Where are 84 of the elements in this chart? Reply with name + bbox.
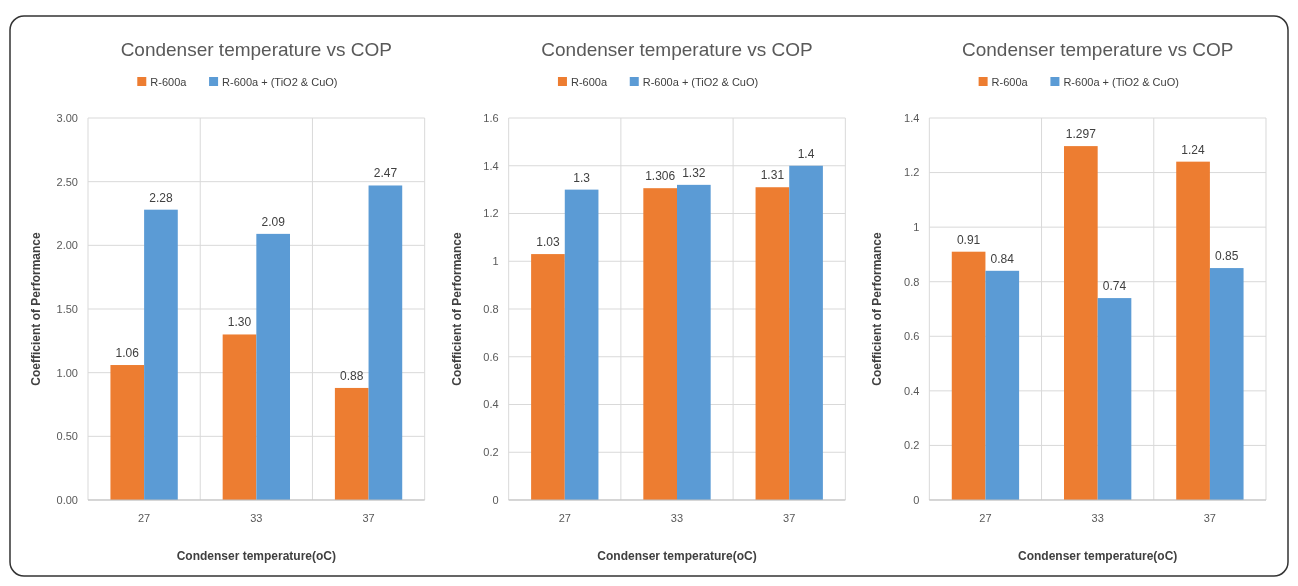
y-tick-label: 1.50 (56, 302, 78, 315)
data-label: 2.47 (373, 166, 398, 181)
x-tick-label: 37 (1203, 512, 1217, 524)
bar (1209, 268, 1244, 500)
data-label: 1.3 (573, 170, 591, 185)
data-label: 0.84 (990, 251, 1015, 266)
legend-label: R-600a + (TiO2 & CuO) (1063, 76, 1179, 88)
y-axis-title: Coefficient of Performance (29, 232, 43, 386)
data-label: 1.24 (1181, 142, 1206, 157)
legend-label: R-600a (991, 76, 1029, 88)
bar (144, 209, 178, 500)
data-label: 0.88 (340, 368, 364, 383)
bar (755, 187, 790, 500)
y-tick-label: 0.4 (483, 398, 499, 411)
y-tick-label: 0.00 (56, 493, 78, 506)
data-label: 1.297 (1065, 127, 1097, 142)
bar (985, 270, 1020, 500)
y-tick-label: 0.8 (483, 302, 499, 315)
y-tick-label: 1.2 (904, 166, 920, 179)
x-axis-title: Condenser temperature(oC) (176, 549, 337, 563)
data-label: 1.306 (645, 169, 676, 184)
x-tick-label: 27 (558, 512, 571, 524)
chart-title: Condenser temperature vs COP (120, 39, 393, 60)
bar (368, 185, 403, 500)
bar (643, 188, 677, 500)
bar (677, 184, 711, 500)
y-tick-label: 0.2 (904, 439, 920, 452)
bar (789, 165, 823, 500)
y-tick-label: 0.4 (904, 384, 920, 397)
data-label: 2.09 (261, 214, 286, 229)
bar (256, 233, 290, 500)
x-tick-label: 37 (783, 512, 796, 524)
bar (951, 251, 986, 500)
data-label: 0.85 (1215, 249, 1239, 264)
bar (1176, 161, 1210, 500)
bar (1097, 298, 1132, 500)
data-label: 1.32 (682, 165, 706, 180)
data-label: 1.03 (536, 235, 560, 250)
y-axis-title: Coefficient of Performance (870, 232, 885, 386)
data-label: 1.30 (227, 315, 252, 330)
data-label: 0.74 (1102, 279, 1127, 294)
data-label: 2.28 (149, 190, 173, 205)
chart-title: Condenser temperature vs COP (541, 39, 813, 60)
y-tick-label: 0 (492, 493, 499, 506)
y-tick-label: 2.50 (56, 175, 78, 188)
y-tick-label: 0.6 (904, 330, 920, 343)
y-tick-label: 0.8 (904, 275, 920, 288)
y-tick-label: 1 (913, 220, 920, 233)
y-axis-title: Coefficient of Performance (449, 232, 464, 386)
bar (1064, 146, 1098, 500)
x-tick-label: 27 (137, 512, 151, 524)
bar (531, 254, 565, 500)
bar (334, 387, 369, 500)
y-tick-label: 0.2 (483, 446, 499, 459)
x-tick-label: 27 (979, 512, 992, 524)
y-tick-label: 3.00 (56, 111, 78, 124)
bar (110, 365, 145, 500)
y-tick-label: 1.00 (56, 366, 78, 379)
y-tick-label: 2.00 (56, 239, 78, 252)
y-tick-label: 0.6 (483, 350, 499, 363)
x-tick-label: 33 (670, 512, 684, 524)
y-tick-label: 1 (492, 255, 499, 268)
x-axis-title: Condenser temperature(oC) (597, 549, 757, 563)
data-label: 1.06 (115, 346, 140, 361)
x-tick-label: 37 (362, 512, 375, 524)
x-tick-label: 33 (250, 512, 263, 524)
y-tick-label: 0.50 (56, 430, 78, 443)
y-tick-label: 1.4 (904, 111, 920, 124)
bar (222, 334, 257, 500)
y-tick-label: 1.4 (483, 159, 499, 172)
y-tick-label: 0 (913, 493, 920, 506)
legend-label: R-600a (150, 76, 188, 88)
data-label: 1.4 (797, 146, 815, 161)
y-tick-label: 1.2 (483, 207, 499, 220)
legend-label: R-600a (570, 76, 608, 88)
legend-label: R-600a + (TiO2 & CuO) (642, 76, 759, 88)
bar (564, 189, 599, 500)
y-tick-label: 1.6 (483, 111, 499, 124)
data-label: 1.31 (760, 168, 785, 183)
x-axis-title: Condenser temperature(oC) (1017, 549, 1178, 563)
data-label: 0.91 (956, 232, 981, 247)
legend-label: R-600a + (TiO2 & CuO) (222, 76, 338, 88)
x-tick-label: 33 (1091, 512, 1104, 524)
chart-title: Condenser temperature vs COP (961, 39, 1234, 60)
